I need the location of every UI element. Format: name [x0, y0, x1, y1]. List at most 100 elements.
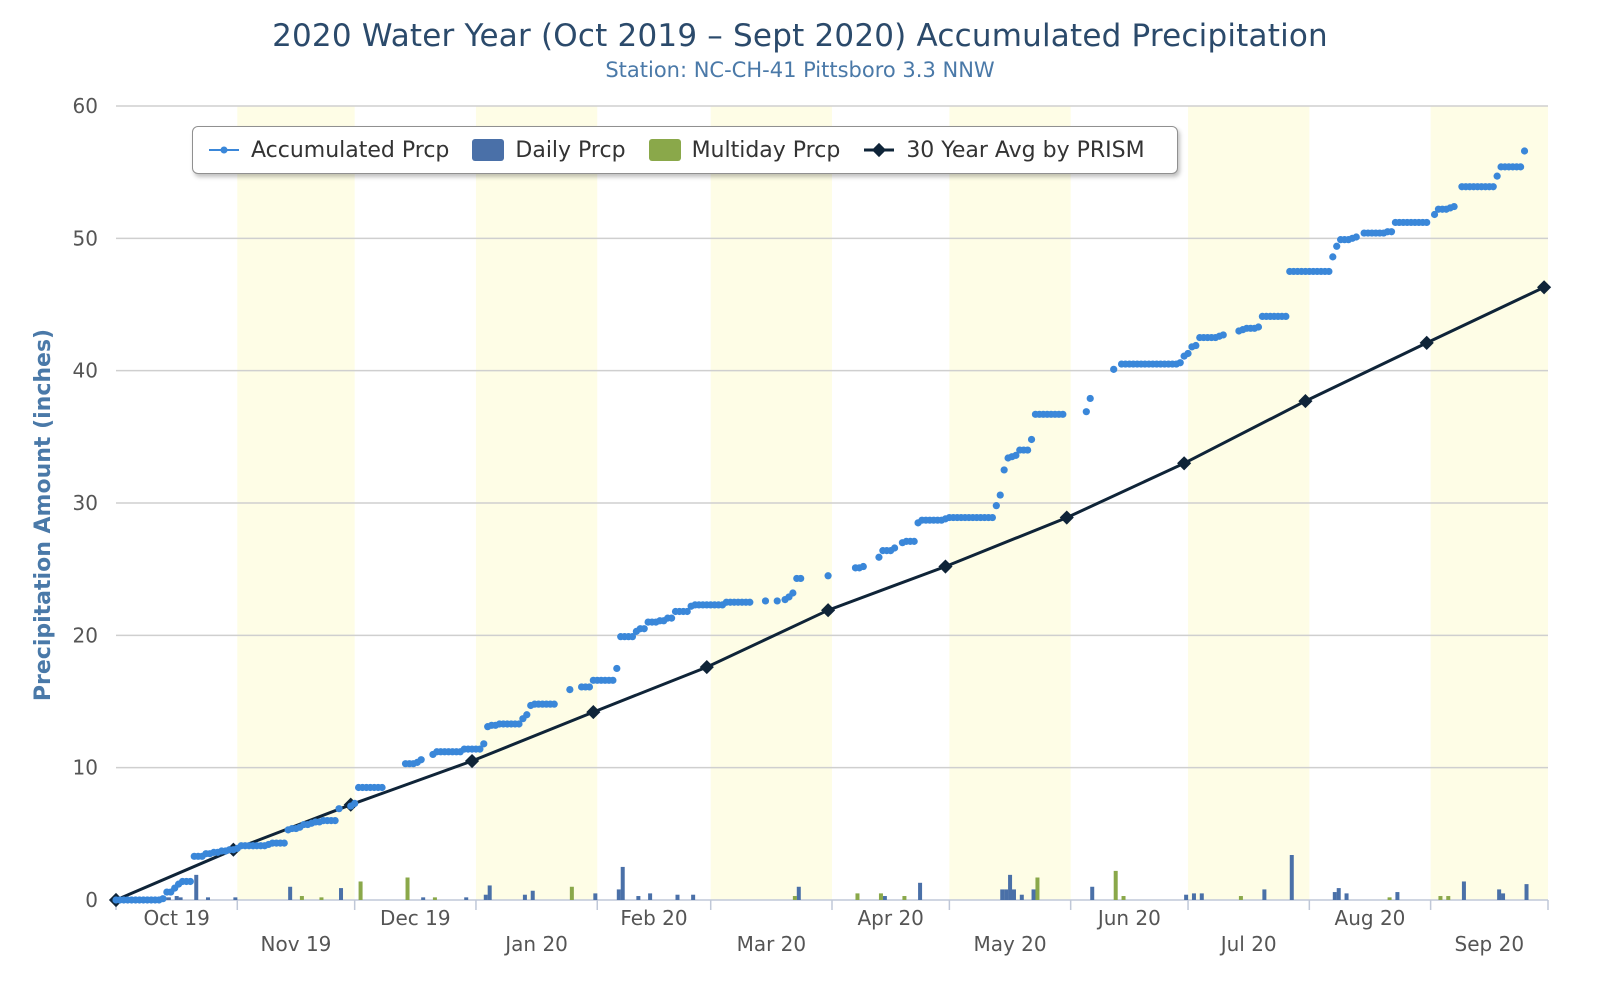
- x-tick-label: Oct 19: [143, 906, 209, 930]
- precip-bar: [675, 894, 680, 900]
- y-tick-label: 10: [73, 756, 98, 780]
- gridlines: [116, 105, 1548, 769]
- x-tick-label: Dec 19: [380, 906, 451, 930]
- accumulated-point: [1489, 183, 1497, 191]
- accumulated-point: [1329, 253, 1337, 261]
- avg-marker: [1419, 335, 1434, 350]
- y-tick-label: 30: [73, 491, 98, 515]
- precip-bar: [1332, 892, 1337, 900]
- precip-bar: [620, 866, 625, 900]
- accumulated-point: [1176, 359, 1184, 367]
- accumulated-point: [1325, 267, 1333, 276]
- precip-bar: [166, 897, 171, 900]
- accumulated-point: [824, 572, 832, 580]
- precip-bar: [1184, 894, 1189, 900]
- precip-bar: [1199, 893, 1204, 900]
- accumulated-point: [476, 745, 484, 753]
- x-tick-label: Nov 19: [261, 932, 332, 956]
- accumulated-point: [550, 700, 558, 708]
- precip-bar: [1019, 894, 1024, 900]
- accumulated-point: [628, 633, 637, 641]
- precip-bar: [194, 874, 199, 900]
- precip-bar: [691, 894, 696, 900]
- precip-bar: [1008, 874, 1013, 900]
- accumulated-point: [1282, 312, 1290, 321]
- accumulated-point: [1493, 172, 1501, 180]
- precip-bar: [1336, 888, 1341, 900]
- accumulated-point: [566, 685, 574, 694]
- accumulated-point: [1082, 408, 1090, 416]
- precip-bar: [174, 896, 179, 900]
- legend-label-daily: Daily Prcp: [515, 137, 626, 163]
- precip-bar: [1004, 889, 1009, 900]
- precip-bar: [1035, 877, 1040, 900]
- accumulated-point: [1333, 242, 1341, 250]
- avg-marker: [1177, 456, 1192, 471]
- precip-bar: [1461, 881, 1466, 900]
- avg-marker: [938, 559, 953, 574]
- accumulated-point: [1352, 233, 1360, 241]
- legend-item-multiday[interactable]: Multiday Prcp: [648, 138, 840, 163]
- accumulated-point: [186, 877, 194, 886]
- accumulated-point: [859, 562, 867, 571]
- accumulated-point: [1430, 210, 1439, 219]
- precip-bar: [1262, 889, 1267, 900]
- legend-daily-symbol: [472, 139, 505, 161]
- legend-item-avg[interactable]: 30 Year Avg by PRISM: [862, 138, 1145, 163]
- precip-bar: [432, 897, 437, 900]
- accumulated-point: [480, 740, 488, 748]
- precip-bar: [1090, 886, 1095, 900]
- precip-bar: [648, 893, 653, 900]
- avg-marker: [699, 660, 714, 675]
- precip-bar: [421, 897, 426, 900]
- accumulated-point: [773, 597, 781, 605]
- accumulated-point: [1219, 331, 1227, 339]
- precip-bar: [1524, 884, 1529, 900]
- accumulated-point: [331, 817, 339, 825]
- legend-item-accumulated[interactable]: Accumulated Prcp: [207, 138, 449, 163]
- x-tick-label: Aug 20: [1335, 906, 1406, 930]
- precip-bar: [1113, 870, 1118, 900]
- accumulated-point: [280, 839, 288, 847]
- y-axis-label: Precipitation Amount (inches): [31, 329, 56, 701]
- accumulated-point: [1110, 365, 1118, 373]
- accumulated-point: [992, 502, 1000, 510]
- precip-bars: [162, 855, 1529, 900]
- legend-avg-symbol: [864, 142, 895, 158]
- accumulated-point: [797, 574, 805, 583]
- precip-bar: [178, 897, 183, 900]
- accumulated-point: [159, 895, 167, 903]
- accumulated-point: [1012, 451, 1020, 459]
- accumulated-point: [585, 683, 594, 691]
- x-tick-label: Apr 20: [857, 906, 923, 930]
- accumulated-point: [351, 799, 359, 807]
- precip-bar: [878, 893, 883, 900]
- x-axis: Oct 19 Nov 19 Dec 19 Jan 20 Feb 20 Mar 20 Apr …: [115, 899, 1549, 956]
- accumulated-point: [515, 720, 523, 728]
- accumulated-point: [1027, 435, 1036, 444]
- y-tick-label: 0: [85, 888, 98, 912]
- avg-marker: [1298, 394, 1313, 409]
- precip-bar: [1031, 889, 1036, 900]
- accumulated-point: [683, 607, 691, 616]
- accumulated-point: [335, 805, 343, 813]
- accumulated-point: [910, 537, 918, 545]
- precip-bar: [1191, 893, 1196, 900]
- precip-bar: [1344, 893, 1349, 900]
- precip-bar: [616, 889, 621, 900]
- avg-marker: [1537, 280, 1552, 295]
- accumulated-point: [1387, 228, 1396, 236]
- precip-bar: [636, 896, 641, 900]
- x-tick-label: Feb 20: [620, 906, 687, 930]
- accumulated-point: [640, 625, 648, 633]
- precip-bar: [522, 894, 527, 900]
- precip-bar: [593, 893, 598, 900]
- legend-item-daily[interactable]: Daily Prcp: [471, 137, 626, 163]
- y-tick-label: 50: [73, 226, 98, 250]
- precip-bar: [339, 888, 344, 900]
- x-tick-label: Jul 20: [1219, 932, 1277, 956]
- accumulated-point: [1192, 341, 1200, 350]
- precip-bar: [483, 894, 488, 900]
- chart-subtitle: Station: NC-CH-41 Pittsboro 3.3 NNW: [605, 58, 995, 82]
